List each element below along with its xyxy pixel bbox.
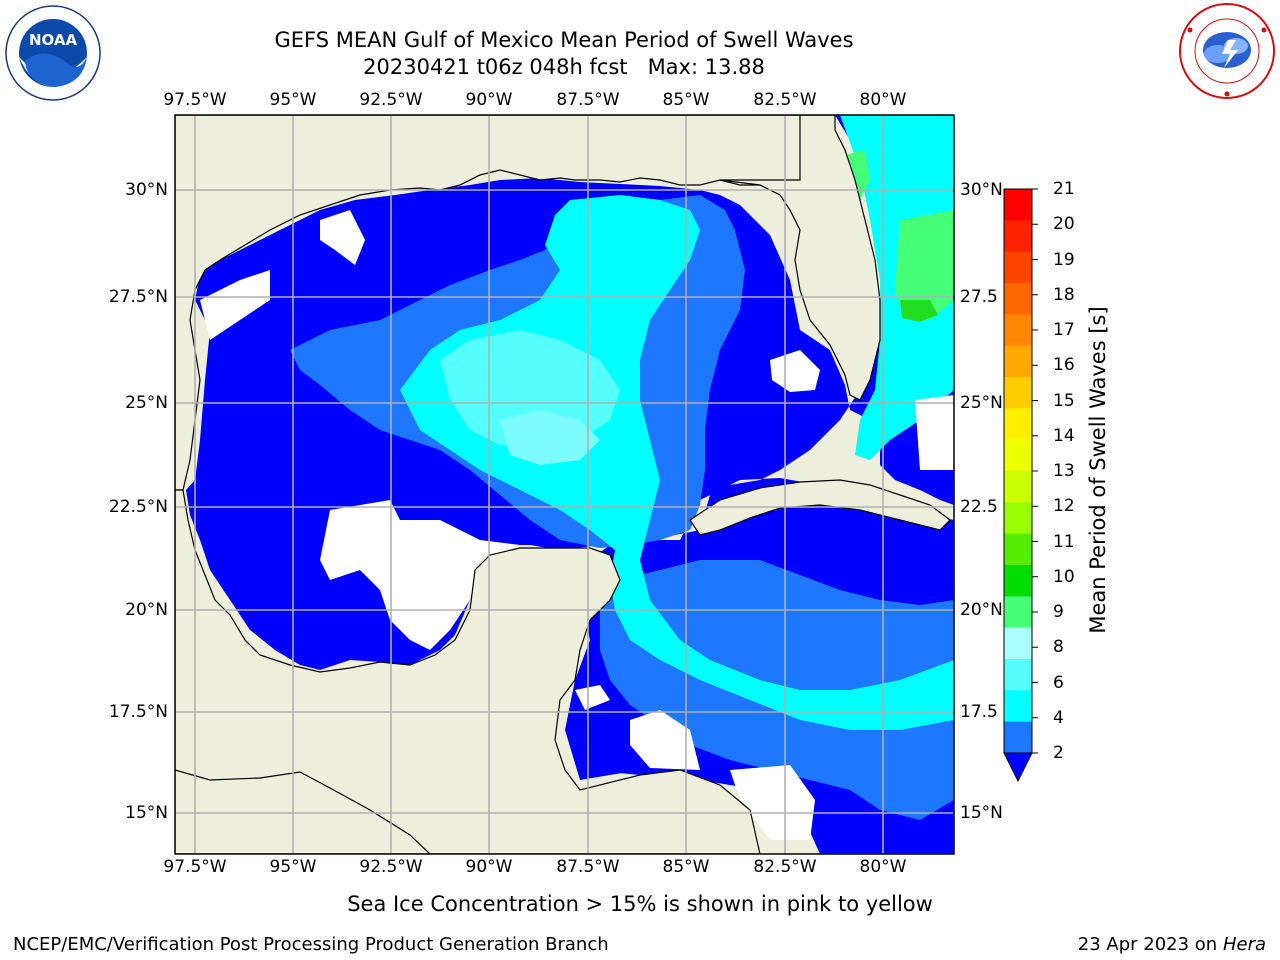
- lat-tick-right: 22.5: [960, 497, 998, 517]
- lon-tick-bottom: 90°W: [465, 857, 513, 877]
- land-texas-louisiana: [175, 115, 836, 491]
- lat-tick-left: 25°N: [125, 393, 168, 413]
- colorbar-segment: [1004, 251, 1032, 284]
- lon-tick-bottom: 82.5°W: [753, 857, 817, 877]
- land-florida: [719, 115, 881, 401]
- lon-tick-bottom: 95°W: [269, 857, 317, 877]
- nodata-patch: [770, 350, 820, 392]
- svg-text:NOAA: NOAA: [29, 31, 78, 49]
- noaa-logo: NOAA: [5, 5, 101, 101]
- colorbar-segment: [1004, 690, 1032, 723]
- lon-tick-top: 90°W: [465, 90, 513, 110]
- atlantic-swell-10-11: [900, 300, 938, 322]
- nodata-patch: [320, 500, 520, 650]
- colorbar-segment: [1004, 471, 1032, 503]
- lat-tick-right: 20°N: [960, 600, 1003, 620]
- colorbar-tick-label: 2: [1053, 743, 1064, 763]
- colorbar-segment: [1004, 627, 1032, 660]
- lat-tick-left: 20°N: [125, 600, 168, 620]
- colorbar: [1003, 188, 1038, 783]
- colorbar-segment: [1004, 189, 1032, 221]
- colorbar-tick-label: 11: [1053, 531, 1075, 552]
- colorbar-tick-label: 17: [1053, 320, 1075, 340]
- footer-date-text: 23 Apr 2023 on: [1077, 934, 1223, 955]
- land-cuba: [689, 479, 951, 536]
- lon-tick-top: 87.5°W: [556, 90, 620, 110]
- colorbar-segment: [1004, 377, 1032, 409]
- colorbar-tick-label: 9: [1053, 602, 1064, 622]
- nodata-patch: [730, 765, 815, 840]
- lon-tick-top: 95°W: [269, 90, 317, 110]
- colorbar-segment: [1004, 220, 1032, 253]
- colorbar-tick-label: 18: [1053, 284, 1075, 305]
- colorbar-tick-label: 20: [1053, 214, 1075, 235]
- lat-tick-left: 22.5°N: [108, 497, 168, 517]
- atlantic-swell-9-10: [895, 210, 954, 320]
- gulf-swell-8-9-b: [500, 410, 600, 465]
- footer-credit: NCEP/EMC/Verification Post Processing Pr…: [13, 934, 609, 955]
- nws-logo: [1179, 3, 1275, 99]
- colorbar-segment: [1004, 596, 1032, 629]
- lat-tick-right: 30°N: [960, 180, 1003, 200]
- lat-tick-right: 17.5: [960, 702, 998, 722]
- lat-tick-left: 15°N: [125, 803, 168, 823]
- chart-subtitle: 20230421 t06z 048h fcst Max: 13.88: [363, 55, 765, 79]
- lon-tick-top: 80°W: [859, 90, 907, 110]
- colorbar-tick-label: 15: [1053, 390, 1075, 411]
- colorbar-label: Mean Period of Swell Waves [s]: [1086, 306, 1110, 634]
- land-mexico: [175, 489, 761, 854]
- colorbar-segment: [1004, 502, 1032, 535]
- colorbar-tick-label: 19: [1053, 249, 1075, 270]
- colorbar-tick-label: 8: [1053, 637, 1064, 658]
- graticule: [175, 115, 954, 854]
- colorbar-tick-label: 10: [1053, 566, 1075, 587]
- lon-tick-bottom: 92.5°W: [359, 857, 423, 877]
- lon-tick-top: 97.5°W: [163, 90, 227, 110]
- lat-tick-left: 30°N: [125, 180, 168, 200]
- lon-tick-top: 92.5°W: [359, 90, 423, 110]
- colorbar-segment: [1004, 408, 1032, 441]
- lat-tick-right: 25°N: [960, 393, 1003, 413]
- colorbar-tick-label: 12: [1053, 496, 1075, 517]
- colorbar-segment: [1004, 659, 1032, 691]
- colorbar-tick-label: 14: [1053, 425, 1075, 446]
- colorbar-segment: [1004, 314, 1032, 347]
- lat-tick-left: 27.5°N: [108, 287, 168, 307]
- lat-tick-right: 15°N: [960, 803, 1003, 823]
- gulf-swell-6-8: [400, 195, 954, 730]
- colorbar-tick-label: 16: [1053, 355, 1075, 376]
- lon-tick-bottom: 97.5°W: [163, 857, 227, 877]
- lon-tick-bottom: 85°W: [662, 857, 710, 877]
- colorbar-tick-label: 4: [1053, 707, 1064, 728]
- colorbar-tick-label: 13: [1053, 461, 1075, 481]
- colorbar-extend-triangle: [1003, 752, 1033, 783]
- colorbar-segment: [1004, 533, 1032, 566]
- colorbar-segment: [1004, 439, 1032, 472]
- lon-tick-top: 82.5°W: [753, 90, 817, 110]
- lat-tick-left: 17.5°N: [108, 702, 168, 722]
- nodata-patch: [575, 685, 610, 710]
- colorbar-segment: [1004, 345, 1032, 378]
- nodata-patch: [320, 210, 365, 265]
- lat-tick-right: 27.5: [960, 287, 998, 307]
- chart-title: GEFS MEAN Gulf of Mexico Mean Period of …: [274, 28, 854, 52]
- colorbar-segment: [1004, 721, 1032, 754]
- lon-tick-top: 85°W: [662, 90, 710, 110]
- footer-date: 23 Apr 2023 on Hera: [1078, 934, 1266, 955]
- nodata-patch: [200, 270, 270, 340]
- nodata-patch: [915, 395, 954, 470]
- nodata-patch: [630, 710, 700, 770]
- lon-tick-bottom: 80°W: [859, 857, 907, 877]
- sea-ice-note: Sea Ice Concentration > 15% is shown in …: [347, 892, 933, 916]
- colorbar-tick-label: 21: [1053, 179, 1075, 199]
- colorbar-tick-label: 6: [1053, 672, 1064, 693]
- colorbar-segment: [1004, 565, 1032, 597]
- colorbar-segment: [1004, 283, 1032, 315]
- map-frame: [174, 114, 955, 855]
- footer-host: Hera: [1222, 934, 1266, 955]
- lon-tick-bottom: 87.5°W: [556, 857, 620, 877]
